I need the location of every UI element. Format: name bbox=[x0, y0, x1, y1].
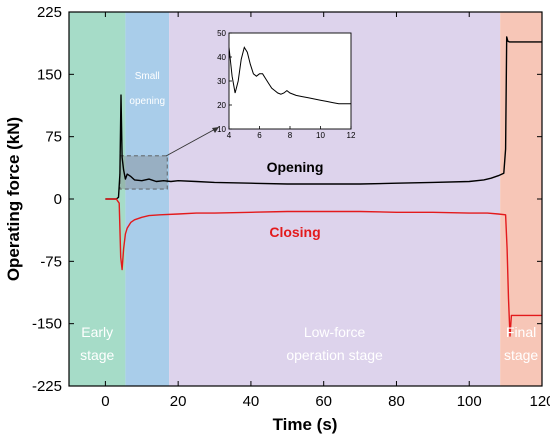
zoom-arrow bbox=[165, 126, 220, 157]
inset-series-line bbox=[229, 46, 351, 105]
x-tick-label: 100 bbox=[457, 393, 482, 410]
stage-band-3 bbox=[500, 12, 542, 386]
stage-label-0-line-0: Early bbox=[81, 324, 113, 340]
x-tick-label: 20 bbox=[170, 393, 187, 410]
stage-label-2-line-0: Low-force bbox=[304, 324, 366, 340]
stage-label-1-line-0: Small bbox=[135, 71, 160, 82]
inset-y-tick-label: 50 bbox=[217, 29, 226, 38]
y-axis: -225 -150 -75 0 75 150 225 bbox=[32, 4, 542, 395]
x-tick-label: 40 bbox=[243, 393, 260, 410]
stage-label-0-line-1: stage bbox=[80, 347, 114, 363]
stage-band-1 bbox=[125, 12, 170, 386]
stage-labels: Early stage Small opening Low-force operation… bbox=[80, 71, 538, 363]
inset-y-tick-label: 10 bbox=[217, 125, 226, 134]
series-layer bbox=[105, 36, 542, 337]
series-line-opening bbox=[105, 36, 542, 200]
stage-bands bbox=[69, 12, 542, 386]
y-tick-label: -75 bbox=[40, 253, 62, 270]
y-tick-label: 225 bbox=[37, 4, 62, 21]
inset-frame bbox=[228, 32, 352, 130]
y-tick-label: -150 bbox=[32, 316, 62, 333]
closing-series-label: Closing bbox=[269, 224, 320, 240]
series-line-closing bbox=[105, 198, 542, 337]
y-tick-label: 150 bbox=[37, 66, 62, 83]
x-tick-label: 120 bbox=[529, 393, 550, 410]
inset-y-tick-label: 20 bbox=[217, 101, 226, 110]
y-tick-label: 0 bbox=[54, 191, 62, 208]
inset-x-tick-label: 4 bbox=[227, 131, 232, 140]
zoom-source-rect bbox=[119, 155, 168, 190]
inset-x-tick-label: 8 bbox=[288, 131, 293, 140]
x-tick-label: 0 bbox=[101, 393, 109, 410]
x-tick-label: 60 bbox=[315, 393, 332, 410]
stage-label-3-line-1: stage bbox=[504, 347, 538, 363]
inset-y-tick-label: 40 bbox=[217, 53, 226, 62]
opening-series-label: Opening bbox=[267, 159, 324, 175]
zoom-arrow-head bbox=[212, 127, 219, 133]
y-tick-label: -225 bbox=[32, 378, 62, 395]
zoom-inset: 4 6 8 10 12 10 20 30 40 50 bbox=[217, 29, 356, 140]
inset-y-tick-label: 30 bbox=[217, 77, 226, 86]
x-axis-title: Time (s) bbox=[273, 415, 338, 434]
y-axis-title: Operating force (kN) bbox=[4, 117, 23, 281]
stage-label-2-line-1: operation stage bbox=[286, 347, 383, 363]
inset-x-tick-label: 12 bbox=[347, 131, 356, 140]
zoom-region-box bbox=[119, 155, 168, 190]
y-tick-label: 75 bbox=[45, 129, 62, 146]
stage-label-3-line-0: Final bbox=[506, 324, 536, 340]
stage-label-1-line-1: opening bbox=[129, 96, 165, 107]
x-tick-label: 80 bbox=[388, 393, 405, 410]
inset-x-tick-label: 10 bbox=[316, 131, 325, 140]
inset-x-tick-label: 6 bbox=[257, 131, 262, 140]
x-axis: 0 20 40 60 80 100 120 bbox=[101, 12, 550, 410]
